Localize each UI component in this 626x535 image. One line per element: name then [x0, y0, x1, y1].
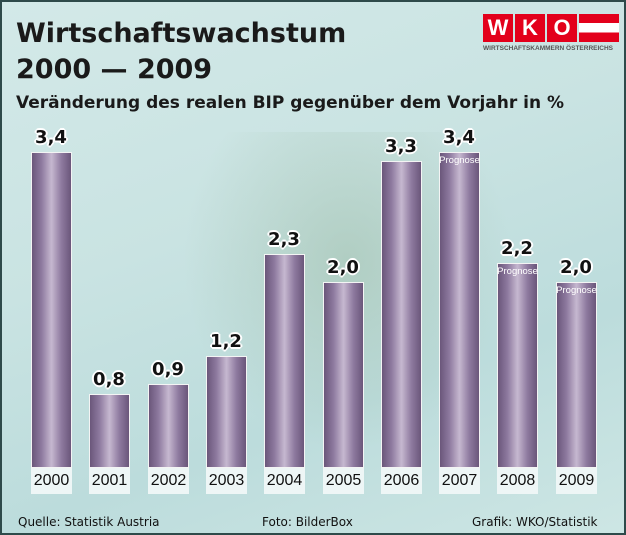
forecast-label: Prognose: [556, 285, 597, 296]
x-tick-label: 2004: [264, 468, 305, 494]
chart-title: Wirtschaftswachstum: [16, 18, 347, 49]
data-label: 3,3: [385, 136, 417, 158]
bar-2005: [323, 282, 364, 468]
x-tick-label: 2007: [439, 468, 480, 494]
x-tick-label: 2002: [148, 468, 189, 494]
logo-letter: O: [547, 14, 577, 42]
bar-2003: [206, 356, 247, 468]
bar-2002: [148, 384, 189, 468]
data-label: 3,4: [443, 126, 475, 148]
logo-letter: W: [483, 14, 513, 42]
data-label: 2,0: [327, 257, 359, 278]
data-label: 2,0: [560, 257, 592, 278]
source-note: Quelle: Statistik Austria: [18, 515, 160, 529]
bar-2000: [31, 151, 72, 468]
x-tick-label: 2003: [206, 468, 247, 494]
bar-2008: [497, 263, 538, 468]
data-label: 3,4: [35, 126, 67, 148]
x-tick-label: 2006: [381, 468, 422, 494]
bar-2009: [556, 282, 597, 468]
chart-title-years: 2000 — 2009: [16, 54, 213, 85]
photo-credit: Foto: BilderBox: [262, 515, 353, 529]
logo-letter: K: [515, 14, 545, 42]
x-tick-label: 2001: [89, 468, 130, 494]
forecast-label: Prognose: [439, 154, 480, 166]
data-label: 0,9: [152, 359, 184, 381]
logo-text: WIRTSCHAFTSKAMMERN ÖSTERREICHS: [483, 45, 613, 52]
chart-subtitle: Veränderung des realen BIP gegenüber dem…: [16, 93, 565, 113]
bar-2006: [381, 161, 422, 468]
x-tick-label: 2009: [556, 468, 597, 494]
data-label: 2,2: [501, 238, 533, 260]
graphic-credit: Grafik: WKO/Statistik: [472, 515, 598, 529]
austria-flag-icon: [579, 14, 619, 42]
bar-2004: [264, 254, 305, 468]
x-tick-label: 2005: [323, 468, 364, 494]
bar-2007: [439, 151, 480, 468]
data-label: 0,8: [93, 368, 125, 390]
bar-2001: [89, 393, 130, 468]
data-label: 1,2: [210, 331, 242, 353]
forecast-label: Prognose: [497, 266, 538, 278]
x-tick-label: 2000: [31, 468, 72, 494]
x-tick-label: 2008: [497, 468, 538, 494]
data-label: 2,3: [268, 229, 300, 251]
